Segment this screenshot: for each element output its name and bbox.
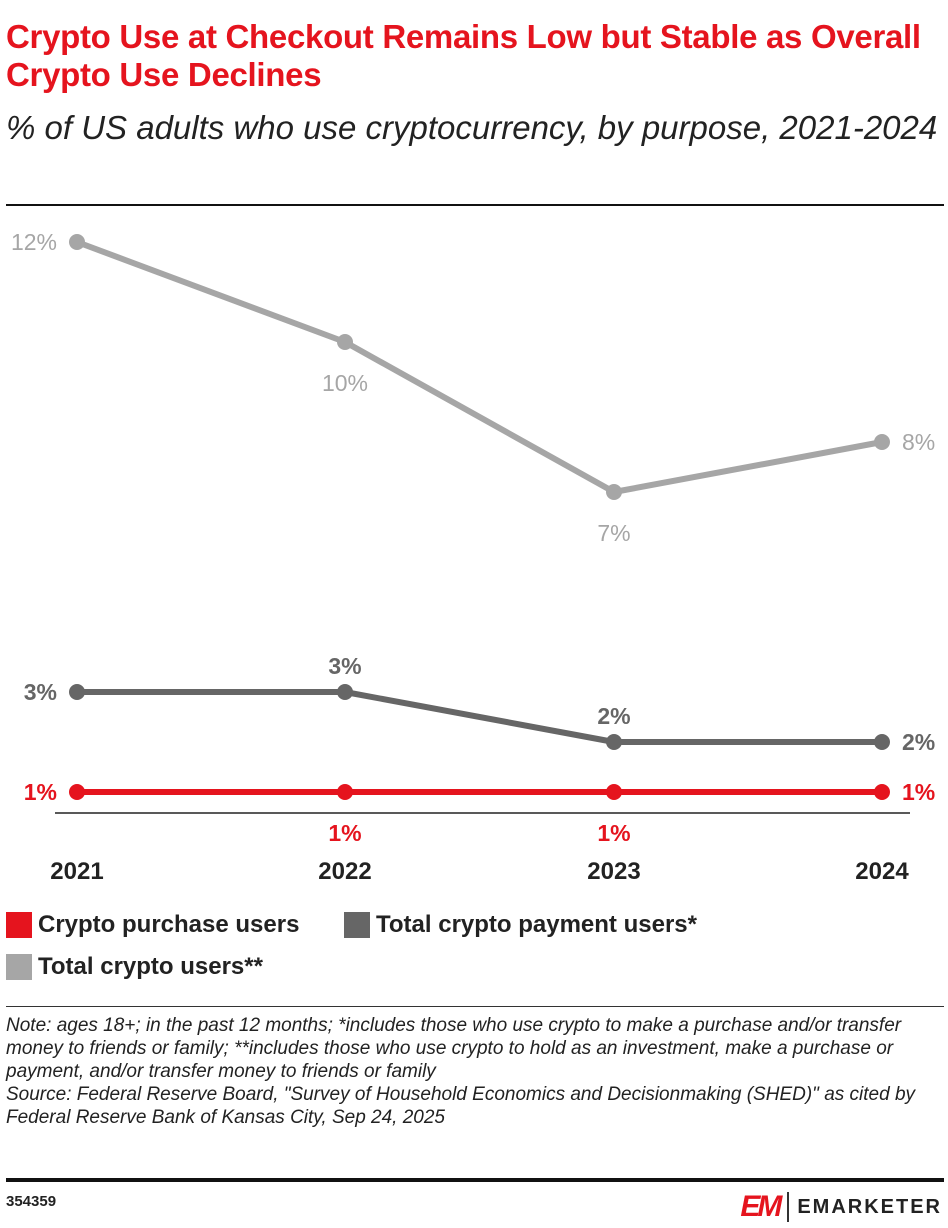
footer-divider — [6, 1178, 944, 1182]
data-point — [69, 684, 85, 700]
legend-swatch — [344, 912, 370, 938]
data-label: 8% — [902, 429, 935, 455]
data-point — [69, 784, 85, 800]
legend-label: Total crypto payment users* — [376, 911, 697, 938]
data-label: 12% — [11, 229, 57, 255]
legend-swatch — [6, 954, 32, 980]
notes: Note: ages 18+; in the past 12 months; *… — [6, 1014, 941, 1129]
data-label: 10% — [322, 370, 368, 396]
x-tick-label: 2021 — [50, 858, 103, 885]
data-point — [606, 784, 622, 800]
logo-text: EMARKETER — [797, 1195, 942, 1218]
data-label: 7% — [597, 520, 630, 546]
data-label: 1% — [597, 820, 630, 846]
data-point — [606, 484, 622, 500]
chart-id: 354359 — [6, 1193, 57, 1210]
logo-mark: EM — [740, 1190, 782, 1223]
legend-swatch — [6, 912, 32, 938]
data-label: 2% — [597, 703, 630, 729]
series-line-1 — [77, 689, 882, 745]
emarketer-logo[interactable]: EM EMARKETER — [740, 1190, 942, 1224]
legend-label: Total crypto users** — [38, 953, 263, 980]
legend-label: Crypto purchase users — [38, 911, 300, 938]
data-point — [606, 734, 622, 750]
x-tick-label: 2022 — [318, 858, 371, 885]
legend-item-payment: Total crypto payment users* — [344, 911, 697, 939]
data-point — [874, 434, 890, 450]
data-label: 1% — [24, 779, 57, 805]
x-tick-label: 2024 — [855, 858, 909, 885]
line-chart: 2021 2022 2023 2024 12% 10% 7% 8% 3% 3% 2% 2% 1% 1% 1%… — [11, 229, 935, 885]
header-divider — [6, 204, 944, 206]
x-tick-label: 2023 — [587, 858, 640, 885]
data-point — [874, 784, 890, 800]
data-point — [337, 684, 353, 700]
data-label: 2% — [902, 729, 935, 755]
data-label: 3% — [24, 679, 57, 705]
series-line-2 — [75, 239, 883, 495]
data-label: 1% — [328, 820, 361, 846]
chart-title: Crypto Use at Checkout Remains Low but S… — [6, 18, 921, 93]
data-point — [337, 334, 353, 350]
legend-item-total: Total crypto users** — [6, 953, 263, 981]
legend-divider — [6, 1006, 944, 1007]
logo-separator — [787, 1192, 790, 1222]
data-point — [69, 234, 85, 250]
data-label: 3% — [328, 653, 361, 679]
legend-item-purchase: Crypto purchase users — [6, 911, 299, 939]
source-text: Source: Federal Reserve Board, "Survey o… — [6, 1084, 916, 1128]
data-label: 1% — [902, 779, 935, 805]
note-text: Note: ages 18+; in the past 12 months; *… — [6, 1015, 902, 1082]
chart-subtitle: % of US adults who use cryptocurrency, b… — [6, 109, 938, 146]
data-point — [337, 784, 353, 800]
data-point — [874, 734, 890, 750]
